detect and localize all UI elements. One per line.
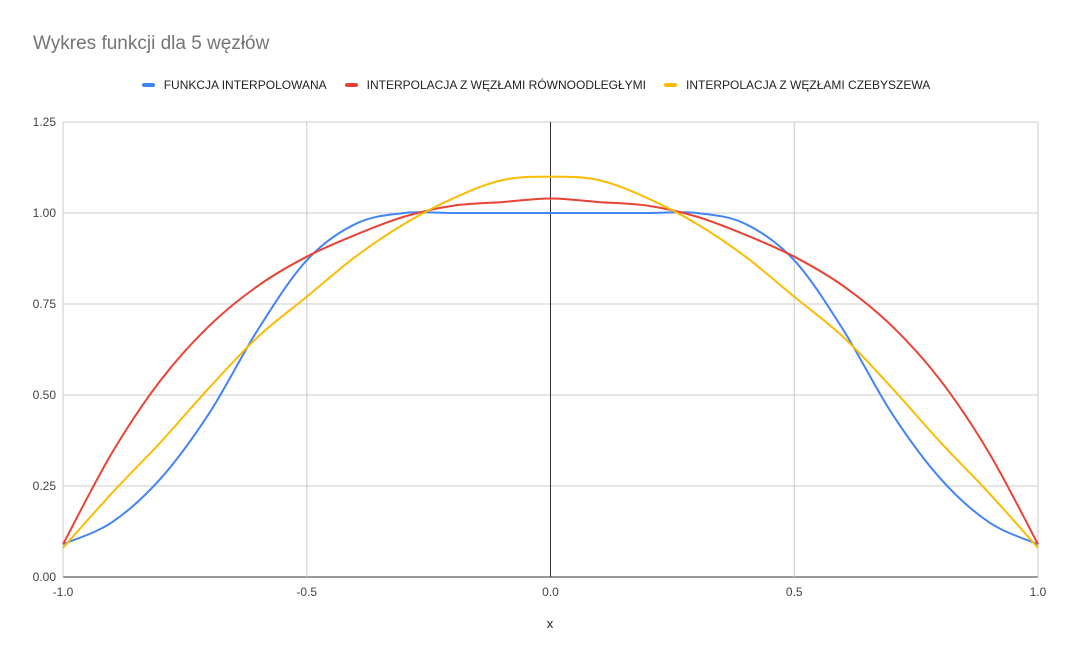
x-tick-label: 0.0 [542, 585, 559, 599]
tick-labels: 0.00 0.25 0.50 0.75 1.00 1.25 -1.0 -0.5 0.0 0.5 1.… [33, 115, 1047, 599]
x-tick-label: 1.0 [1030, 585, 1047, 599]
legend-item-rownoodlegle[interactable]: INTERPOLACJA Z WĘZŁAMI RÓWNOODLEGŁYMI [344, 78, 647, 92]
y-tick-label: 0.75 [33, 297, 57, 311]
legend-label: FUNKCJA INTERPOLOWANA [163, 78, 327, 92]
y-tick-label: 1.00 [33, 206, 57, 220]
x-tick-label: -1.0 [53, 585, 74, 599]
legend-swatch [344, 83, 358, 87]
legend: FUNKCJA INTERPOLOWANA INTERPOLACJA Z WĘZ… [0, 78, 1072, 92]
legend-item-funkcja[interactable]: FUNKCJA INTERPOLOWANA [141, 78, 327, 92]
legend-label: INTERPOLACJA Z WĘZŁAMI CZEBYSZEWA [686, 78, 931, 92]
chart-title: Wykres funkcji dla 5 węzłów [33, 33, 270, 54]
series-line-0 [62, 211, 1039, 546]
series-line-1 [62, 197, 1039, 545]
series-line-2 [62, 175, 1039, 549]
legend-item-czebyszewa[interactable]: INTERPOLACJA Z WĘZŁAMI CZEBYSZEWA [664, 78, 930, 92]
x-axis-title: x [547, 616, 554, 631]
x-tick-label: -0.5 [296, 585, 317, 599]
legend-label: INTERPOLACJA Z WĘZŁAMI RÓWNOODLEGŁYMI [366, 78, 647, 92]
y-tick-label: 1.25 [33, 115, 57, 129]
y-tick-label: 0.25 [33, 479, 57, 493]
legend-swatch [141, 83, 155, 87]
series-layer [62, 175, 1039, 549]
legend-swatch [664, 83, 678, 87]
y-tick-label: 0.50 [33, 388, 57, 402]
y-tick-label: 0.00 [33, 570, 57, 584]
x-tick-label: 0.5 [786, 585, 803, 599]
